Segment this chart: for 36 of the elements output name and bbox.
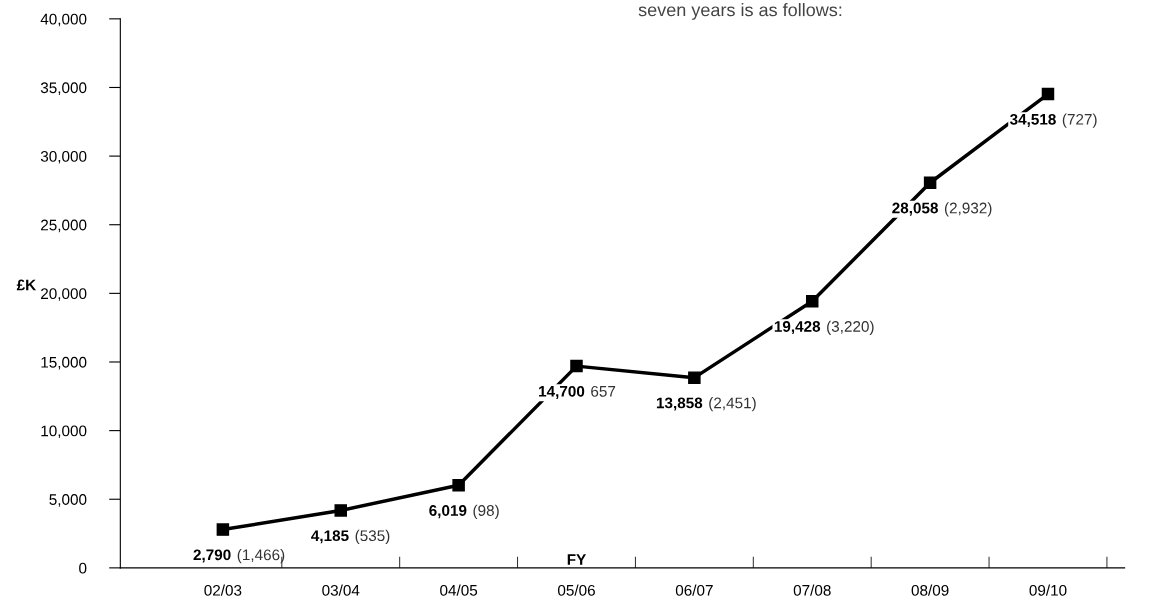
y-tick-label: 30,000 <box>40 150 87 164</box>
data-label: 6,019 (98) <box>429 504 499 519</box>
data-label: 34,518 (727) <box>1009 113 1097 128</box>
x-axis-title: FY <box>567 554 587 565</box>
point <box>334 504 348 517</box>
point <box>452 479 465 492</box>
x-tick-label: 06/07 <box>675 584 713 596</box>
y-tick-label: 5,000 <box>49 494 87 507</box>
x-tick-label: 08/09 <box>911 584 949 596</box>
x-tick-label: 03/04 <box>322 584 360 596</box>
point <box>805 294 819 308</box>
x-tick-label: 05/06 <box>557 584 595 596</box>
point <box>923 176 937 190</box>
y-tick-label: 40,000 <box>40 13 87 27</box>
y-tick-label: 10,000 <box>41 425 87 439</box>
data-label: 14,700 657 <box>539 385 616 399</box>
x-tick-label: 02/03 <box>204 584 242 596</box>
y-axis-title: £K <box>16 279 37 291</box>
point <box>1041 87 1055 101</box>
x-tick-label: 04/05 <box>440 584 478 596</box>
y-tick-label: 0 <box>79 562 87 574</box>
y-tick-label: 35,000 <box>40 82 87 95</box>
y-tick-label: 25,000 <box>41 219 87 233</box>
annotation: seven years is as follows: <box>638 3 842 20</box>
point <box>216 523 230 536</box>
data-label: 13,858 (2,451) <box>656 397 756 412</box>
data-label: 4,185 (535) <box>311 529 390 545</box>
data-label: 28,058 (2,932) <box>892 202 992 217</box>
point <box>570 359 583 373</box>
x-tick-label: 09/10 <box>1029 584 1067 596</box>
x-tick-label: 07/08 <box>793 584 831 596</box>
point <box>688 371 701 384</box>
data-label: 19,428 (3,220) <box>774 320 874 335</box>
y-tick-label: 20,000 <box>41 288 87 301</box>
data-label: 2,790 (1,466) <box>193 549 285 564</box>
y-tick-label: 15,000 <box>41 356 87 370</box>
